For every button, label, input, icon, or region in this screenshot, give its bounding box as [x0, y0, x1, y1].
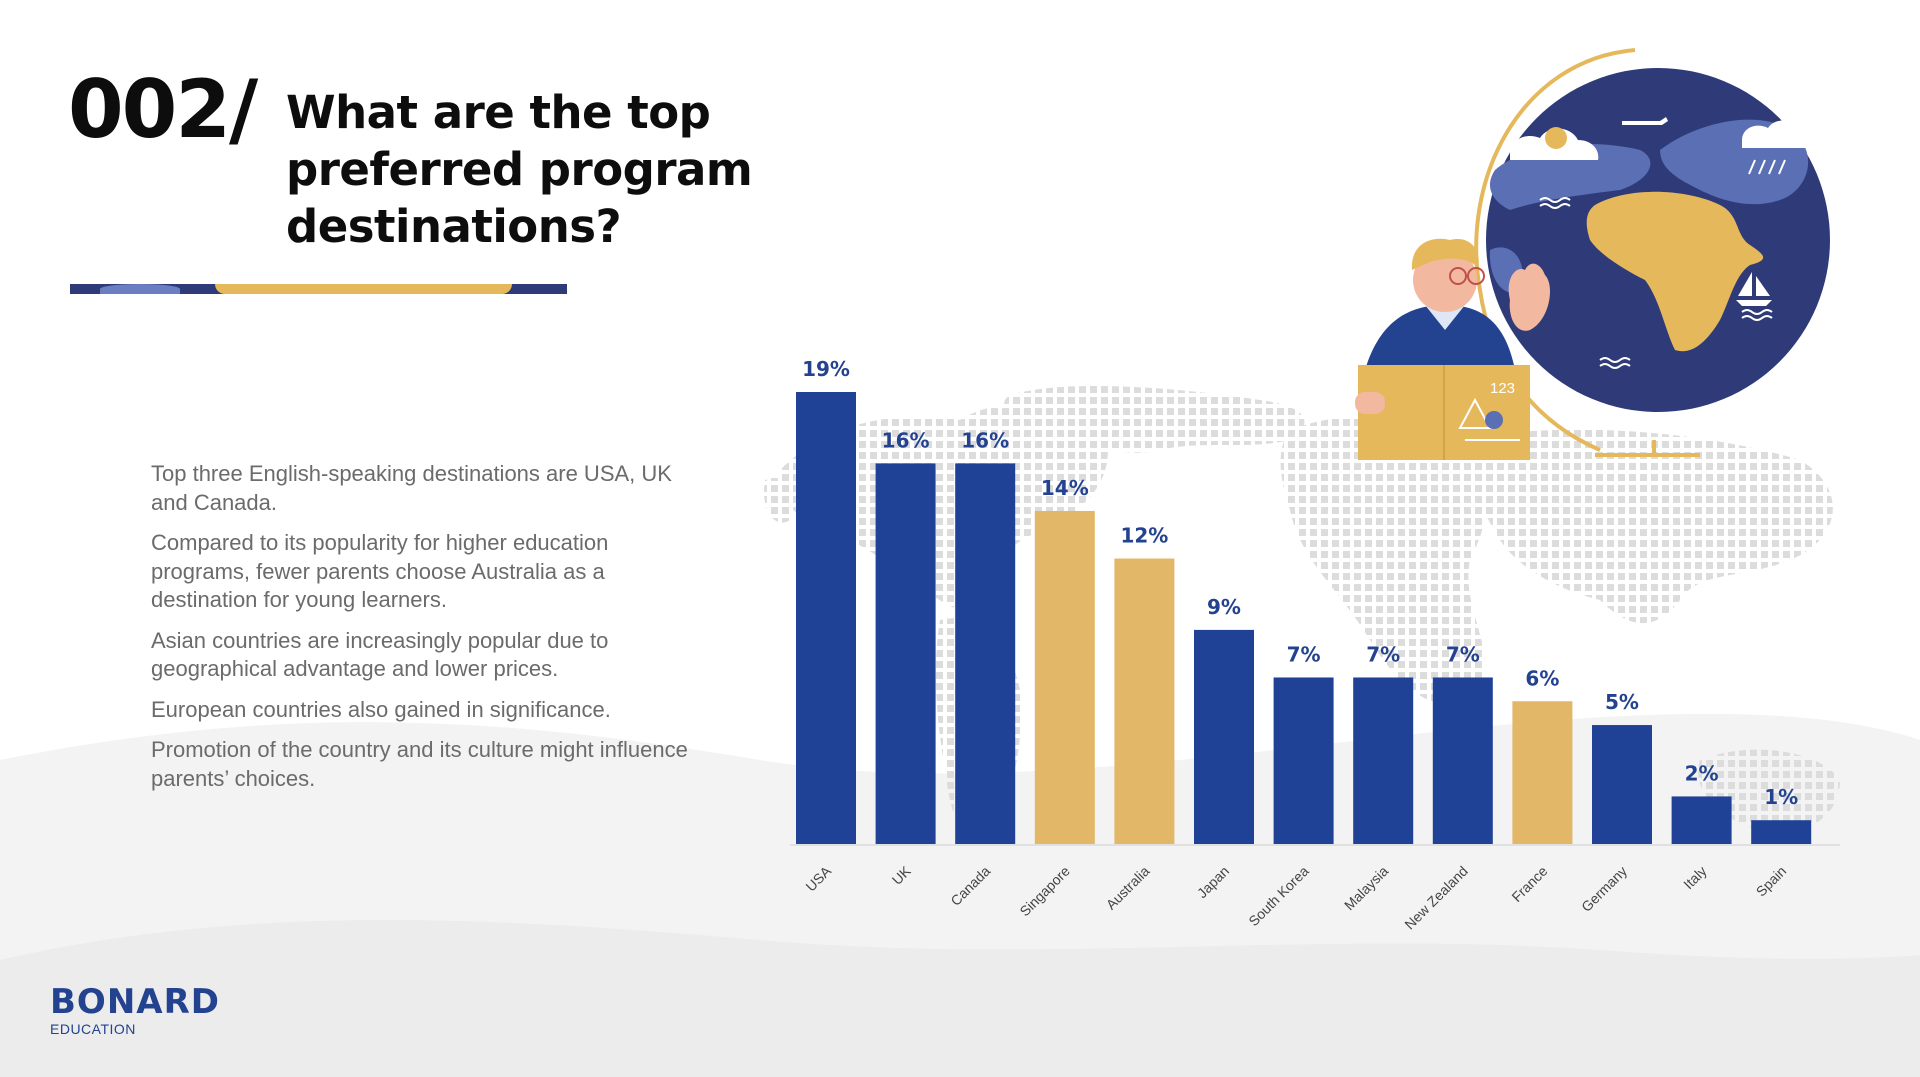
category-label: Singapore	[1016, 863, 1073, 920]
logo-letter: B	[50, 982, 77, 1022]
bar-south-korea	[1273, 677, 1334, 844]
category-label: New Zealand	[1401, 863, 1471, 933]
category-label: South Korea	[1245, 863, 1312, 930]
teacher-body-icon	[1365, 305, 1515, 370]
teacher-collar-icon	[1425, 305, 1465, 330]
insight-item: Promotion of the country and its culture…	[151, 737, 688, 791]
wave-icon	[1741, 309, 1773, 321]
title-underline-bump	[100, 284, 180, 294]
book-triangle-icon	[1458, 397, 1492, 429]
category-label: Spain	[1753, 863, 1790, 900]
bar-malaysia	[1353, 677, 1414, 844]
insights-list: Top three English-speaking destinations …	[151, 460, 691, 805]
value-label: 14%	[1041, 476, 1089, 500]
value-labels-group: 19% 16% 16% 14% 12% 9% 7% 7% 7% 6% 5% 2% 1%	[802, 357, 1798, 809]
bar-new-zealand	[1432, 677, 1493, 844]
title-underline-accent	[215, 284, 512, 294]
africa-icon	[1586, 191, 1764, 352]
bar-japan	[1194, 629, 1254, 844]
bars-group	[796, 392, 1812, 844]
book-number: 123	[1490, 380, 1515, 397]
teacher-left-hand-icon	[1355, 392, 1385, 414]
category-label: France	[1508, 863, 1550, 905]
logo-wordmark: BONARD	[50, 985, 220, 1019]
value-label: 12%	[1120, 524, 1168, 548]
category-label: USA	[802, 862, 834, 894]
glasses-icon	[1449, 267, 1467, 285]
world-map-dots	[764, 385, 1840, 843]
cloud-icon	[1742, 120, 1817, 148]
bar-canada	[955, 463, 1016, 844]
bar-italy	[1671, 796, 1732, 844]
continent-icon	[1490, 144, 1651, 210]
wave-icon	[1539, 197, 1571, 209]
airplane-icon	[1622, 117, 1668, 125]
insight-item: European countries also gained in signif…	[151, 696, 611, 722]
logo-letter-o: O	[76, 982, 107, 1022]
category-label: Malaysia	[1341, 863, 1392, 914]
value-label: 16%	[961, 428, 1009, 452]
logo-letters: NARD	[106, 982, 220, 1022]
slide-number: 002/	[68, 63, 258, 156]
glasses-icon	[1467, 267, 1485, 285]
wave-icon	[1599, 357, 1631, 369]
insight-item: Top three English-speaking destinations …	[151, 461, 672, 515]
bar-singapore	[1034, 510, 1095, 844]
value-label: 5%	[1605, 690, 1639, 714]
value-label: 9%	[1207, 595, 1241, 619]
teacher-hand-icon	[1508, 263, 1550, 331]
insight-item: Asian countries are increasingly popular…	[151, 627, 609, 682]
category-label: Italy	[1680, 863, 1709, 892]
insight-item: Compared to its popularity for higher ed…	[151, 530, 609, 612]
sun-icon	[1545, 127, 1567, 149]
logo-subtitle: EDUCATION	[50, 1021, 136, 1037]
sailboat-icon	[1736, 272, 1772, 306]
bonard-logo: BONARD EDUCATION	[50, 985, 220, 1037]
value-label: 7%	[1366, 642, 1400, 666]
value-label: 16%	[882, 428, 930, 452]
bar-usa	[796, 392, 856, 844]
value-label: 1%	[1764, 785, 1798, 809]
bar-australia	[1114, 558, 1175, 844]
teacher-head-icon	[1413, 248, 1477, 312]
book-pie-icon	[1485, 411, 1503, 429]
bar-france	[1512, 701, 1573, 844]
category-label: Germany	[1578, 863, 1630, 915]
category-label: Australia	[1103, 863, 1153, 913]
category-label: UK	[889, 862, 915, 888]
teacher-hair-icon	[1411, 238, 1479, 270]
category-labels-group: USA UK Canada Singapore Australia Japan South …	[802, 862, 1789, 932]
bar-uk	[875, 463, 936, 844]
category-label: Japan	[1194, 863, 1232, 901]
value-label: 19%	[802, 357, 850, 381]
title-underline	[70, 284, 567, 294]
value-label: 6%	[1525, 666, 1559, 690]
value-label: 7%	[1446, 642, 1480, 666]
value-label: 7%	[1287, 642, 1321, 666]
slide-title: What are the top preferred program desti…	[286, 86, 753, 253]
category-label: Canada	[947, 863, 993, 909]
rain-icon	[1748, 159, 1786, 175]
bar-germany	[1592, 725, 1652, 844]
value-label: 2%	[1685, 761, 1719, 785]
bar-spain	[1751, 820, 1812, 844]
